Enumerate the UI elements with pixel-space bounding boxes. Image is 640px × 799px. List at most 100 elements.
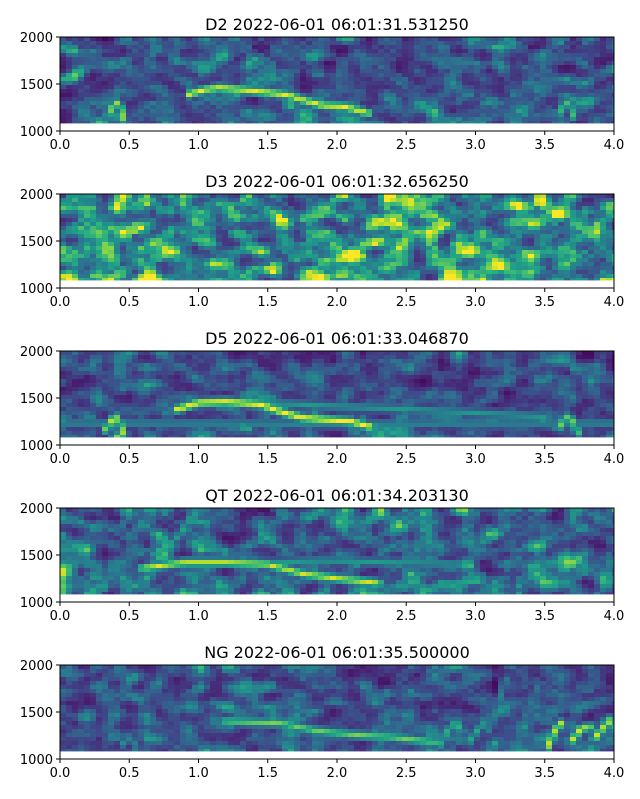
panel-title: D2 2022-06-01 06:01:31.531250 — [205, 15, 469, 34]
heatmap-cell — [522, 262, 529, 267]
heatmap-cell — [132, 41, 139, 46]
heatmap-cell — [498, 45, 505, 50]
heatmap-cell — [258, 69, 265, 74]
heatmap-cell — [204, 61, 211, 66]
heatmap-cell — [108, 202, 115, 207]
heatmap-cell — [408, 246, 415, 251]
heatmap-cell — [282, 89, 289, 94]
heatmap-cell — [480, 218, 487, 223]
heatmap-cell — [462, 45, 469, 50]
heatmap-cell — [558, 41, 565, 46]
heatmap-cell — [162, 101, 169, 106]
heatmap-cell — [72, 379, 79, 384]
heatmap-cell — [582, 355, 589, 360]
heatmap-cell — [246, 250, 253, 255]
heatmap-cell — [432, 97, 439, 102]
heatmap-cell — [168, 270, 175, 275]
heatmap-cell — [84, 234, 91, 239]
heatmap-cell — [426, 206, 433, 211]
heatmap-cell — [132, 218, 139, 223]
heatmap-cell — [444, 61, 451, 66]
heatmap-cell — [162, 258, 169, 263]
heatmap-cell — [276, 238, 283, 243]
heatmap-cell — [156, 250, 163, 255]
heatmap-cell — [426, 210, 433, 215]
heatmap-cell — [594, 234, 601, 239]
heatmap-cell — [252, 53, 259, 58]
heatmap-cell — [228, 218, 235, 223]
heatmap-cell — [516, 274, 523, 279]
heatmap-cell — [336, 198, 343, 203]
heatmap-cell — [408, 363, 415, 368]
heatmap-cell — [534, 379, 541, 384]
heatmap-cell — [96, 270, 103, 275]
heatmap-cell — [480, 246, 487, 251]
heatmap-cell — [552, 81, 559, 86]
heatmap-cell — [222, 234, 229, 239]
heatmap-cell — [552, 73, 559, 78]
heatmap-cell — [576, 37, 583, 42]
heatmap-cell — [588, 49, 595, 54]
heatmap-cell — [366, 117, 373, 122]
heatmap-cell — [192, 351, 199, 356]
heatmap-cell — [222, 367, 229, 372]
heatmap-cell — [78, 69, 85, 74]
heatmap-cell — [234, 105, 241, 110]
heatmap-cell — [528, 359, 535, 364]
heatmap-cell — [168, 266, 175, 271]
heatmap-cell — [330, 379, 337, 384]
heatmap-cell — [216, 53, 223, 58]
heatmap-cell — [582, 214, 589, 219]
heatmap-cell — [462, 254, 469, 259]
heatmap-cell — [144, 383, 151, 388]
heatmap-cell — [456, 49, 463, 54]
heatmap-cell — [564, 89, 571, 94]
heatmap-cell — [174, 37, 181, 42]
heatmap-cell — [294, 194, 301, 199]
heatmap-cell — [432, 61, 439, 66]
heatmap-cell — [504, 266, 511, 271]
heatmap-cell — [600, 49, 607, 54]
heatmap-cell — [186, 258, 193, 263]
heatmap-cell — [462, 69, 469, 74]
heatmap-cell — [594, 214, 601, 219]
heatmap-cell — [558, 367, 565, 372]
heatmap-cell — [576, 105, 583, 110]
heatmap-cell — [138, 278, 145, 281]
heatmap-cell — [606, 117, 613, 122]
heatmap-cell — [318, 262, 325, 267]
heatmap-cell — [336, 375, 343, 380]
heatmap-cell — [276, 45, 283, 50]
heatmap-cell — [516, 234, 523, 239]
heatmap-cell — [588, 226, 595, 231]
heatmap-cell — [336, 222, 343, 227]
heatmap-cell — [78, 250, 85, 255]
heatmap-cell — [522, 383, 529, 388]
heatmap-cell — [522, 246, 529, 251]
heatmap-cell — [468, 242, 475, 247]
heatmap-cell — [270, 194, 277, 199]
heatmap-cell — [288, 69, 295, 74]
heatmap-cell — [558, 375, 565, 380]
heatmap-cell — [120, 351, 127, 356]
heatmap-cell — [198, 371, 205, 376]
heatmap-cell — [468, 109, 475, 114]
heatmap-cell — [162, 61, 169, 66]
heatmap-cell — [66, 210, 73, 215]
heatmap-cell — [420, 210, 427, 215]
heatmap-cell — [372, 45, 379, 50]
heatmap-cell — [240, 117, 247, 122]
heatmap-cell — [396, 210, 403, 215]
heatmap-cell — [312, 278, 319, 281]
heatmap-cell — [576, 202, 583, 207]
heatmap-cell — [606, 69, 613, 74]
heatmap-cell — [306, 49, 313, 54]
heatmap-cell — [174, 194, 181, 199]
heatmap-cell — [306, 61, 313, 66]
heatmap-cell — [576, 278, 583, 281]
heatmap-cell — [216, 97, 223, 102]
heatmap-cell — [432, 359, 439, 364]
heatmap-cell — [252, 101, 259, 106]
heatmap-cell — [606, 73, 613, 78]
heatmap-cell — [282, 258, 289, 263]
